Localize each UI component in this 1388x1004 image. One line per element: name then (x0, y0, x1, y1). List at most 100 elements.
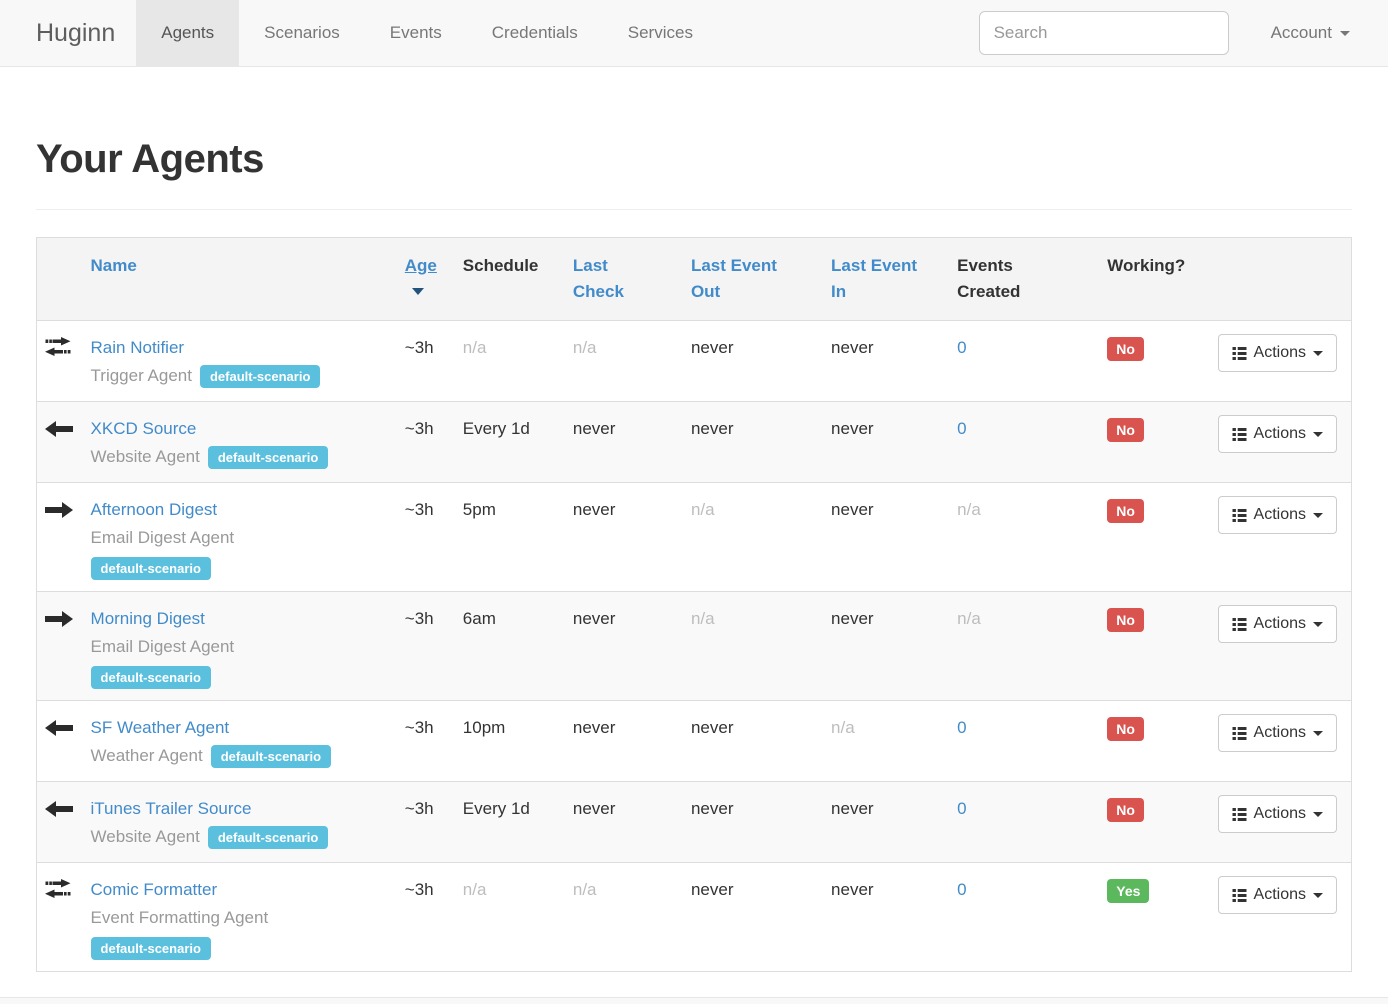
agent-name-link[interactable]: SF Weather Agent (90, 718, 230, 737)
last-event-in-cell: never (831, 880, 874, 899)
list-icon (1232, 508, 1247, 522)
last-check-cell: n/a (572, 880, 597, 899)
actions-button[interactable]: Actions (1217, 795, 1337, 833)
scenario-badge[interactable]: default-scenario (207, 825, 329, 849)
actions-button[interactable]: Actions (1217, 415, 1337, 453)
chevron-down-icon (1313, 621, 1323, 627)
schedule-cell: Every 1d (462, 419, 530, 438)
arrow-right-icon (45, 611, 73, 627)
events-created-link[interactable]: 0 (957, 419, 967, 438)
nav-item-scenarios[interactable]: Scenarios (264, 23, 340, 42)
working-badge: Yes (1107, 879, 1150, 903)
last-event-in-cell: never (831, 609, 874, 628)
last-check-cell: n/a (572, 338, 597, 357)
events-created-link: n/a (957, 500, 981, 519)
agent-name-link[interactable]: XKCD Source (90, 419, 197, 438)
footer (0, 997, 1388, 1004)
column-header-last-event-in[interactable]: Last Event In (831, 256, 918, 301)
schedule-cell: 5pm (462, 500, 496, 519)
events-created-link[interactable]: 0 (957, 338, 967, 357)
events-created-link[interactable]: 0 (957, 880, 967, 899)
table-row: Comic Formatter Event Formatting Agent d… (36, 862, 1352, 972)
list-icon (1232, 346, 1247, 360)
agent-name-link[interactable]: iTunes Trailer Source (90, 799, 252, 818)
table-row: iTunes Trailer Source Website Agent defa… (36, 781, 1352, 863)
agent-name-link[interactable]: Comic Formatter (90, 880, 218, 899)
column-header-events-created: Events Created (957, 256, 1021, 301)
chevron-down-icon (1313, 512, 1323, 518)
actions-button-label: Actions (1253, 344, 1306, 361)
last-event-out-cell: n/a (690, 500, 715, 519)
exchange-icon (45, 337, 71, 356)
last-event-in-cell: n/a (831, 718, 855, 737)
last-event-out-cell: never (690, 338, 734, 357)
brand-link[interactable]: Huginn (36, 19, 116, 47)
working-badge: No (1107, 337, 1144, 361)
table-row: Morning Digest Email Digest Agent defaul… (36, 591, 1352, 701)
age-cell: ~3h (404, 718, 434, 737)
chevron-down-icon (1313, 350, 1323, 356)
schedule-cell: Every 1d (462, 799, 530, 818)
last-check-cell: never (572, 718, 616, 737)
actions-button[interactable]: Actions (1217, 876, 1337, 914)
arrow-left-icon (45, 720, 73, 736)
last-check-cell: never (572, 500, 616, 519)
scenario-badge[interactable]: default-scenario (90, 557, 211, 580)
agent-name-link[interactable]: Morning Digest (90, 609, 205, 628)
agent-type-label: Website Agent (90, 447, 200, 466)
working-badge: No (1107, 608, 1144, 632)
table-row: Rain Notifier Trigger Agent default-scen… (36, 320, 1352, 402)
actions-button-label: Actions (1253, 506, 1306, 523)
working-badge: No (1107, 798, 1144, 822)
scenario-badge[interactable]: default-scenario (90, 666, 211, 689)
scenario-badge[interactable]: default-scenario (90, 937, 211, 960)
nav-item-credentials[interactable]: Credentials (491, 23, 578, 42)
column-header-working: Working? (1107, 256, 1186, 275)
actions-button[interactable]: Actions (1217, 714, 1337, 752)
actions-button[interactable]: Actions (1217, 334, 1337, 372)
working-badge: No (1107, 499, 1144, 523)
age-cell: ~3h (404, 880, 434, 899)
sort-desc-caret-icon (411, 288, 424, 295)
page-title: Your Agents (36, 137, 264, 181)
table-header-row: Name Age Schedule Last Check Last Event … (36, 237, 1352, 321)
search-input[interactable] (978, 11, 1229, 55)
column-header-last-check[interactable]: Last Check (572, 256, 624, 301)
scenario-badge[interactable]: default-scenario (199, 364, 321, 388)
schedule-cell: n/a (462, 338, 487, 357)
age-cell: ~3h (404, 419, 434, 438)
actions-button-label: Actions (1253, 886, 1306, 903)
list-icon (1232, 807, 1247, 821)
nav-item-events[interactable]: Events (389, 23, 442, 42)
table-row: XKCD Source Website Agent default-scenar… (36, 401, 1352, 483)
agent-type-label: Weather Agent (90, 746, 203, 765)
scenario-badge[interactable]: default-scenario (210, 744, 332, 768)
nav-item-services[interactable]: Services (627, 23, 693, 42)
table-row: Afternoon Digest Email Digest Agent defa… (36, 482, 1352, 592)
agent-name-link[interactable]: Rain Notifier (90, 338, 185, 357)
exchange-icon (45, 879, 71, 898)
scenario-badge[interactable]: default-scenario (207, 445, 329, 469)
nav-item-agents[interactable]: Agents (136, 0, 240, 66)
actions-button[interactable]: Actions (1217, 496, 1337, 534)
column-header-age[interactable]: Age (404, 256, 437, 275)
age-cell: ~3h (404, 609, 434, 628)
column-header-last-event-out[interactable]: Last Event Out (690, 256, 777, 301)
agent-type-label: Email Digest Agent (90, 637, 235, 656)
actions-button[interactable]: Actions (1217, 605, 1337, 643)
schedule-cell: 10pm (462, 718, 506, 737)
last-event-out-cell: never (690, 880, 734, 899)
last-event-out-cell: n/a (690, 609, 715, 628)
column-header-name[interactable]: Name (90, 256, 137, 275)
schedule-cell: n/a (462, 880, 487, 899)
list-icon (1232, 427, 1247, 441)
age-cell: ~3h (404, 338, 434, 357)
column-header-actions (1209, 237, 1352, 321)
agents-table: Name Age Schedule Last Check Last Event … (36, 237, 1352, 972)
last-check-cell: never (572, 609, 616, 628)
account-menu[interactable]: Account (1271, 23, 1350, 43)
agent-name-link[interactable]: Afternoon Digest (90, 500, 218, 519)
events-created-link[interactable]: 0 (957, 799, 967, 818)
events-created-link[interactable]: 0 (957, 718, 967, 737)
main-content: Your Agents Name Age Schedule Last Check… (0, 137, 1388, 972)
